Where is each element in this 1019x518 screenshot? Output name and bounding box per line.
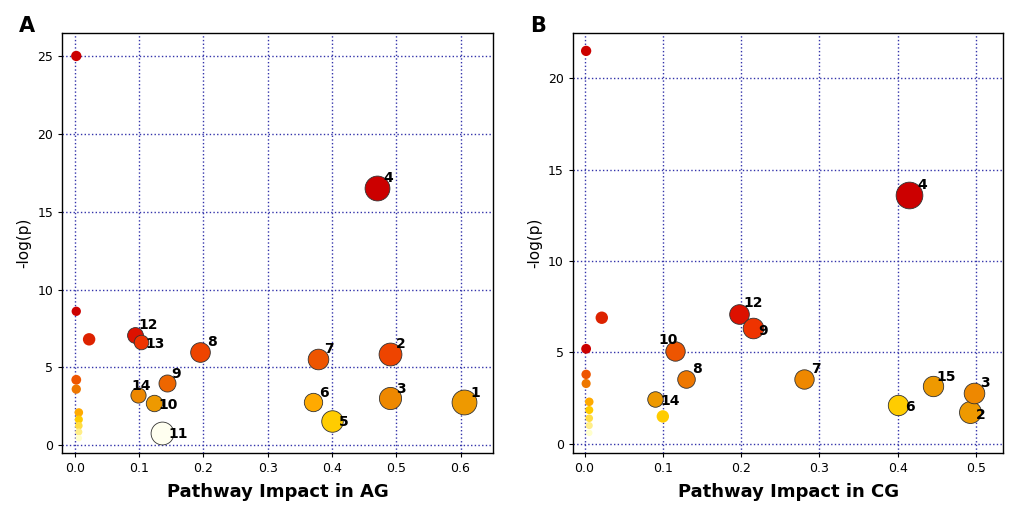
Point: [581, 398, 597, 406]
Point: [154, 428, 170, 437]
Point: [578, 379, 594, 387]
Point: [678, 375, 694, 383]
Point: [654, 412, 671, 421]
Point: [369, 184, 385, 193]
Point: [924, 382, 941, 391]
Text: 6: 6: [319, 386, 328, 400]
Point: [744, 324, 760, 332]
Point: [455, 398, 472, 407]
Text: B: B: [529, 16, 545, 36]
Text: 3: 3: [395, 382, 406, 396]
Y-axis label: -log(p): -log(p): [16, 218, 32, 268]
Point: [581, 406, 597, 414]
Text: 14: 14: [660, 394, 680, 408]
Point: [68, 52, 85, 60]
Point: [146, 399, 162, 407]
Point: [578, 344, 594, 353]
X-axis label: Pathway Impact in CG: Pathway Impact in CG: [677, 483, 898, 501]
Point: [381, 394, 397, 402]
Point: [901, 191, 917, 199]
Text: 11: 11: [168, 426, 187, 440]
Point: [132, 338, 149, 346]
Point: [310, 355, 326, 363]
Point: [192, 348, 208, 356]
Point: [129, 391, 146, 399]
Point: [381, 350, 397, 358]
Text: 9: 9: [171, 367, 180, 381]
Text: 1: 1: [470, 386, 479, 400]
Text: 14: 14: [131, 379, 151, 393]
Text: 5: 5: [338, 415, 347, 429]
Point: [961, 408, 977, 416]
Point: [581, 414, 597, 422]
Text: 10: 10: [658, 333, 678, 347]
Text: 12: 12: [743, 296, 762, 310]
Point: [68, 307, 85, 315]
Text: 9: 9: [757, 324, 767, 338]
Point: [593, 313, 609, 322]
Point: [70, 428, 87, 436]
Text: 15: 15: [935, 369, 956, 383]
Text: 7: 7: [324, 342, 333, 356]
Point: [581, 429, 597, 437]
Point: [70, 408, 87, 416]
Point: [68, 376, 85, 384]
Point: [68, 385, 85, 393]
Text: A: A: [19, 16, 36, 36]
Point: [889, 400, 905, 409]
Text: 8: 8: [691, 362, 701, 376]
Point: [70, 434, 87, 442]
Point: [81, 335, 97, 343]
Text: 12: 12: [139, 318, 158, 332]
Point: [578, 370, 594, 379]
Text: 6: 6: [905, 400, 914, 414]
Point: [126, 330, 143, 339]
Text: 4: 4: [383, 171, 392, 185]
Text: 3: 3: [979, 376, 988, 390]
Point: [159, 379, 175, 387]
Text: 10: 10: [158, 398, 177, 412]
Point: [965, 388, 981, 397]
Point: [795, 375, 811, 383]
Point: [305, 398, 321, 407]
Text: 13: 13: [145, 337, 164, 351]
Point: [665, 347, 682, 355]
Y-axis label: -log(p): -log(p): [527, 218, 542, 268]
Text: 8: 8: [207, 335, 216, 349]
Point: [581, 422, 597, 430]
Point: [70, 415, 87, 424]
Point: [730, 310, 746, 318]
Text: 2: 2: [975, 408, 984, 422]
Text: 2: 2: [395, 337, 406, 351]
X-axis label: Pathway Impact in AG: Pathway Impact in AG: [166, 483, 388, 501]
Point: [578, 47, 594, 55]
Point: [323, 417, 339, 425]
Text: 4: 4: [916, 178, 926, 192]
Point: [70, 422, 87, 430]
Text: 7: 7: [811, 362, 820, 376]
Point: [646, 395, 662, 403]
